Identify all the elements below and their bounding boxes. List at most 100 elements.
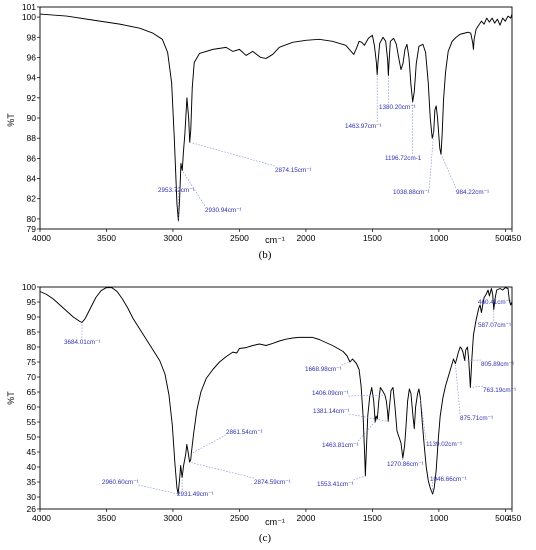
y-tick-label: 96 [27, 52, 37, 62]
x-tick-label: 2500 [230, 233, 249, 243]
y-axis-title: %T [6, 391, 16, 405]
plot-frame [39, 6, 513, 230]
x-tick-label: 3500 [97, 233, 116, 243]
peak-leader-line [189, 141, 276, 167]
y-tick-label: 90 [27, 113, 37, 123]
peak-label: 1553.41cm⁻¹ [317, 481, 354, 488]
peak-label: 1668.98cm⁻¹ [305, 366, 342, 373]
peak-label: 587.07cm⁻¹ [478, 322, 511, 329]
peak-leader-line [349, 413, 389, 422]
peak-label: 984.22cm⁻¹ [456, 189, 489, 196]
peak-label: 1406.09cm⁻¹ [312, 390, 349, 397]
x-tick-label: 1000 [429, 513, 448, 523]
peak-label: 805.89cm⁻¹ [481, 361, 514, 368]
peak-leader-line [138, 484, 179, 495]
y-tick-label: 60 [27, 402, 37, 412]
peak-leader-line [420, 397, 427, 441]
y-tick-label: 82 [27, 194, 37, 204]
peak-leader-line [341, 361, 351, 366]
peak-leader-line [348, 394, 385, 397]
x-tick-label: 500 [495, 513, 509, 523]
y-tick-label: 70 [27, 372, 37, 382]
peak-leader-line [358, 418, 378, 442]
y-tick-label: 100 [22, 12, 36, 22]
y-tick-label: 35 [27, 477, 37, 487]
x-tick-label: 1500 [363, 233, 382, 243]
x-tick-label: 4000 [32, 513, 51, 523]
y-tick-label: 100 [22, 282, 36, 292]
x-tick-label: 450 [507, 233, 521, 243]
y-tick-label: 26 [27, 504, 37, 514]
y-tick-label: 90 [27, 312, 37, 322]
peak-label: 2930.94cm⁻¹ [205, 207, 242, 214]
y-tick-label: 65 [27, 387, 37, 397]
peak-leader-line [464, 359, 482, 361]
peak-label: 2874.15cm⁻¹ [275, 167, 312, 174]
y-tick-label: 80 [27, 214, 37, 224]
y-tick-label: 80 [27, 342, 37, 352]
peak-leader-line [455, 363, 461, 415]
peak-leader-line [182, 170, 206, 207]
peak-label: 1381.14cm⁻¹ [313, 408, 350, 415]
peak-label: 2953.72cm⁻¹ [158, 187, 195, 194]
peak-leader-line [353, 475, 366, 481]
x-tick-label: 3000 [163, 513, 182, 523]
x-tick-label: 450 [507, 513, 521, 523]
peak-label: 2861.54cm⁻¹ [226, 429, 263, 436]
y-tick-label: 75 [27, 357, 37, 367]
peak-label: 1038.88cm⁻¹ [393, 189, 430, 196]
spectrum-line [39, 287, 513, 495]
peak-leader-line [189, 461, 255, 479]
x-tick-label: 2000 [296, 233, 315, 243]
y-tick-label: 101 [22, 2, 36, 12]
peak-label: 1196.72cm-1 [385, 155, 422, 162]
peak-label: 1463.97cm⁻¹ [345, 123, 382, 130]
y-axis-title: %T [6, 113, 16, 127]
x-tick-label: 2000 [296, 513, 315, 523]
plot-frame [39, 286, 513, 510]
x-axis-title: cm⁻¹ [265, 517, 285, 527]
y-tick-label: 94 [27, 73, 37, 83]
y-tick-label: 86 [27, 153, 37, 163]
y-tick-label: 98 [27, 32, 37, 42]
peak-label: 1380.20cm⁻¹ [379, 104, 416, 111]
spectrum-line [39, 13, 513, 222]
peak-label: 1270.86cm⁻¹ [387, 461, 424, 468]
peak-label: 3684.01cm⁻¹ [64, 339, 101, 346]
y-tick-label: 92 [27, 93, 37, 103]
peak-label: 1463.81cm⁻¹ [322, 442, 359, 449]
x-tick-label: 3000 [163, 233, 182, 243]
peak-label: 2874.59cm⁻¹ [254, 479, 291, 486]
y-tick-label: 85 [27, 327, 37, 337]
y-tick-label: 84 [27, 174, 37, 184]
peak-leader-line [440, 154, 457, 189]
y-tick-label: 40 [27, 462, 37, 472]
peak-label: 1139.02cm⁻¹ [426, 441, 462, 448]
peak-label: 2960.60cm⁻¹ [102, 479, 139, 486]
peak-label: 2931.49cm⁻¹ [177, 491, 214, 498]
peak-leader-line [191, 434, 227, 454]
x-tick-label: 2500 [230, 513, 249, 523]
x-tick-label: 1500 [363, 513, 382, 523]
panel-label: (b) [259, 249, 272, 261]
chart-panel-1: 26 30 35 40 45 50 55 60 65 70 75 80 85 90 95 100 4000 350… [6, 282, 521, 544]
y-tick-label: 55 [27, 417, 37, 427]
x-axis-title: cm⁻¹ [265, 235, 285, 245]
y-tick-label: 45 [27, 447, 37, 457]
peak-label: 763.19cm⁻¹ [483, 387, 516, 394]
y-tick-label: 95 [27, 297, 37, 307]
peak-label: 1046.66cm⁻¹ [430, 476, 467, 483]
y-tick-label: 30 [27, 492, 37, 502]
x-tick-label: 3500 [97, 513, 116, 523]
peak-leader-line [429, 132, 434, 189]
y-tick-label: 79 [27, 224, 37, 234]
x-tick-label: 1000 [429, 233, 448, 243]
peak-label: 875.71cm⁻¹ [460, 415, 493, 422]
x-tick-label: 4000 [32, 233, 51, 243]
y-tick-label: 50 [27, 432, 37, 442]
x-tick-label: 500 [495, 233, 509, 243]
panel-label: (c) [259, 532, 272, 544]
peak-label: 460.41cm⁻¹ [478, 299, 511, 306]
